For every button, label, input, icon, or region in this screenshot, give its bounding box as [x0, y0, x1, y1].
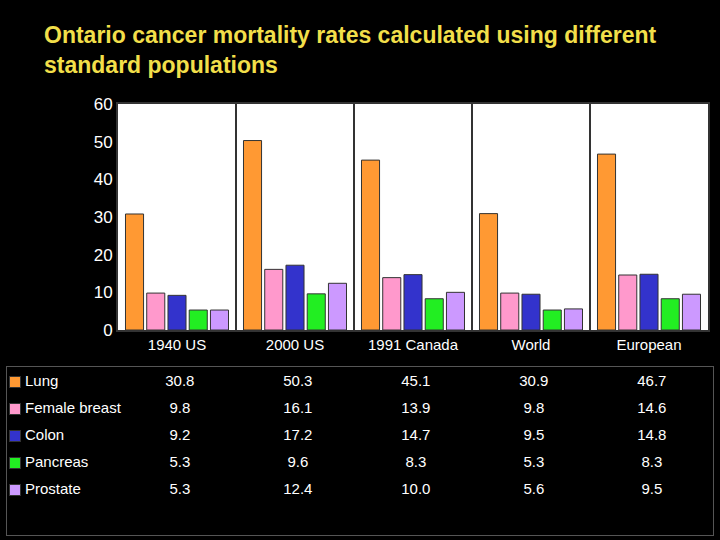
html-text:5.3: 5.3 — [169, 480, 191, 497]
html-text:8.3: 8.3 — [405, 453, 427, 470]
svg-text:1940 US: 1940 US — [148, 336, 206, 353]
svg-text:60: 60 — [94, 95, 113, 114]
html-text:16.1: 16.1 — [283, 399, 313, 416]
html-text:Female breast: Female breast — [25, 399, 121, 416]
html-text:Ontario cancer mortality rates: Ontario cancer mortality rates calculate… — [44, 22, 657, 78]
html-text:Colon: Colon — [25, 426, 65, 443]
html-text:5.3: 5.3 — [169, 453, 191, 470]
html-text:30.8: 30.8 — [165, 372, 195, 389]
svg-text:European: European — [616, 336, 681, 353]
html-text:14.7: 14.7 — [401, 426, 431, 443]
html-text:14.6: 14.6 — [637, 399, 667, 416]
svg-text:World: World — [512, 336, 551, 353]
html-text:5.6: 5.6 — [523, 480, 545, 497]
html-text:14.8: 14.8 — [637, 426, 667, 443]
html-text:Lung: Lung — [25, 372, 59, 389]
html-text:30.9: 30.9 — [519, 372, 549, 389]
html-text:9.8: 9.8 — [523, 399, 545, 416]
svg-text:50: 50 — [94, 133, 113, 152]
html-text:17.2: 17.2 — [283, 426, 313, 443]
html-text:5.3: 5.3 — [523, 453, 545, 470]
html-text:8.3: 8.3 — [641, 453, 663, 470]
svg-text:0: 0 — [103, 321, 112, 340]
html-text:9.5: 9.5 — [523, 426, 545, 443]
html-text:10.0: 10.0 — [401, 480, 431, 497]
html-text:9.2: 9.2 — [169, 426, 191, 443]
svg-text:40: 40 — [94, 170, 113, 189]
html-text:12.4: 12.4 — [283, 480, 313, 497]
html-text:50.3: 50.3 — [283, 372, 313, 389]
html-text:9.5: 9.5 — [641, 480, 663, 497]
html-text:9.8: 9.8 — [169, 399, 191, 416]
html-text:13.9: 13.9 — [401, 399, 431, 416]
html-text:Prostate: Prostate — [25, 480, 81, 497]
svg-text:20: 20 — [94, 246, 113, 265]
html-text:9.6: 9.6 — [287, 453, 309, 470]
html-text:Pancreas: Pancreas — [25, 453, 89, 470]
html-text:46.7: 46.7 — [637, 372, 667, 389]
svg-text:30: 30 — [94, 208, 113, 227]
svg-text:10: 10 — [94, 283, 113, 302]
svg-text:2000 US: 2000 US — [266, 336, 324, 353]
svg-text:1991 Canada: 1991 Canada — [368, 336, 459, 353]
html-text:45.1: 45.1 — [401, 372, 431, 389]
